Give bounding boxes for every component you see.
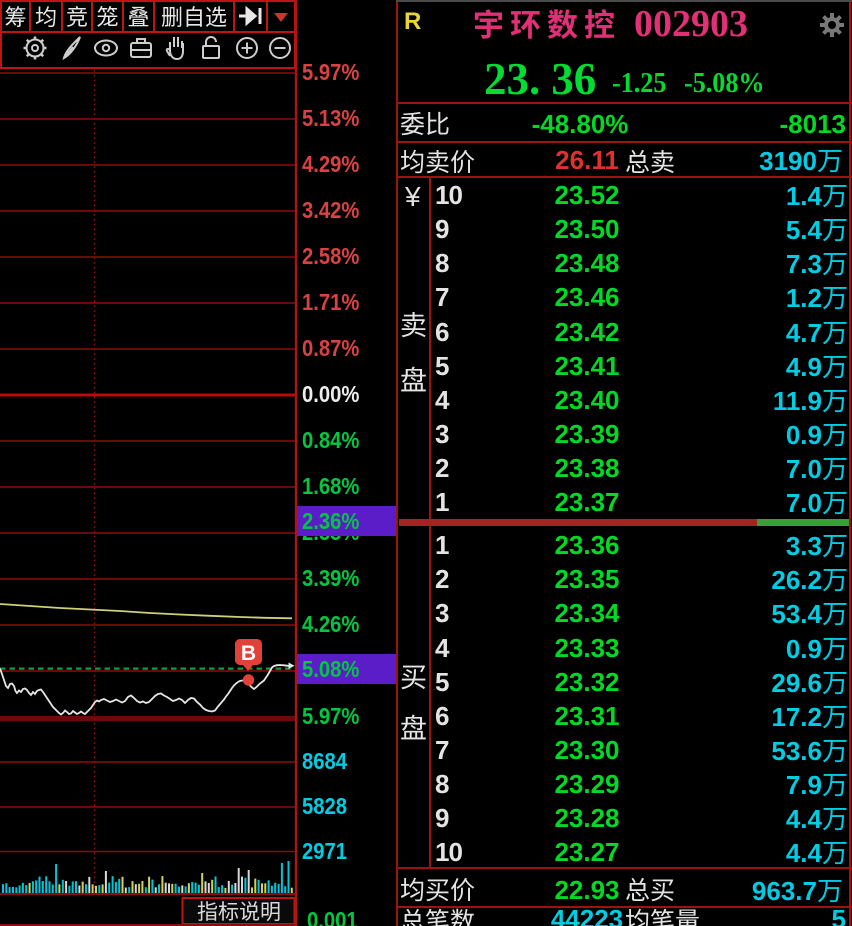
svg-text:指标说明: 指标说明	[197, 896, 281, 926]
svg-text:B: B	[241, 642, 256, 665]
